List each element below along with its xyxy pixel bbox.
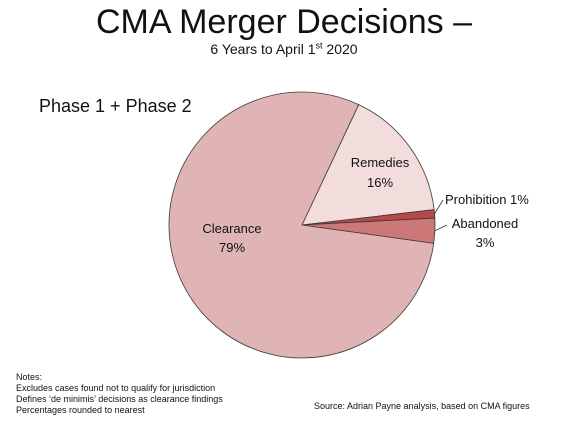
category-label-clearance: Clearance (202, 221, 261, 236)
subtitle-superscript: st (315, 40, 323, 51)
notes: Notes: Excludes cases found not to quali… (16, 372, 223, 416)
leader-line-abandoned (434, 224, 448, 232)
pie-slices (168, 91, 436, 359)
data-label-prohibition: Prohibition 1% (445, 192, 529, 207)
chart-subtitle: 6 Years to April 1st 2020 (0, 40, 568, 58)
category-label-abandoned: Abandoned (452, 216, 519, 231)
pie-leader-lines (434, 199, 448, 232)
value-label-clearance: 79% (219, 240, 245, 255)
chart-title: CMA Merger Decisions – (95, 3, 472, 41)
notes-line: Percentages rounded to nearest (16, 405, 145, 415)
pie-labels: Remedies 16% Prohibition 1% Abandoned 3% Clea… (202, 155, 529, 255)
pie-slice-remedies (301, 104, 435, 226)
notes-line: Excludes cases found not to qualify for … (16, 383, 216, 393)
scope-label: Phase 1 + Phase 2 (39, 96, 192, 116)
value-label-abandoned: 3% (476, 235, 495, 250)
subtitle-year: 2020 (322, 41, 358, 57)
category-label-remedies: Remedies (351, 155, 410, 170)
pie-slice-clearance (168, 91, 435, 359)
notes-line: Defines ‘de minimis’ decisions as cleara… (16, 394, 223, 404)
notes-heading: Notes: (16, 372, 43, 382)
source-note: Source: Adrian Payne analysis, based on … (314, 401, 530, 411)
subtitle-text: 6 Years to April 1 (210, 41, 316, 57)
value-label-remedies: 16% (367, 175, 393, 190)
leader-line-prohibition (434, 199, 444, 215)
